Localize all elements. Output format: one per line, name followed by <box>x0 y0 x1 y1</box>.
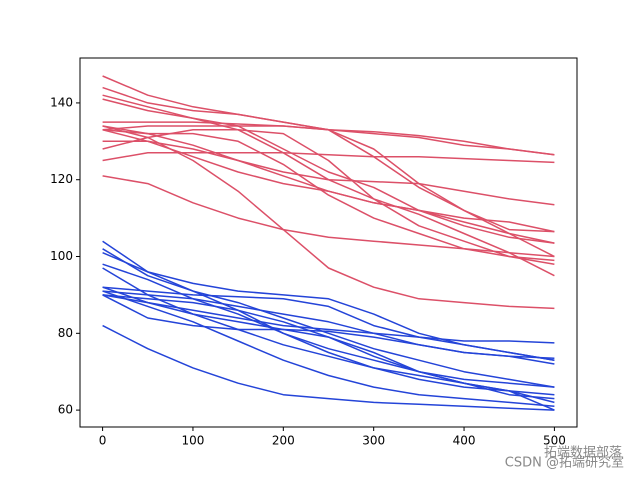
series-line <box>102 267 555 404</box>
series-line <box>102 290 555 408</box>
series-line <box>102 294 555 400</box>
series-line <box>102 125 555 233</box>
y-tick-label: 60 <box>58 403 73 417</box>
x-tick-label: 300 <box>362 434 385 448</box>
y-tick-label: 100 <box>50 249 73 263</box>
series-line <box>102 125 555 310</box>
x-tick-label: 200 <box>272 434 295 448</box>
series-line <box>102 175 555 258</box>
series-line <box>102 248 555 388</box>
series-line <box>102 121 555 156</box>
series-line <box>102 252 555 396</box>
watermark: 拓端数据部落 <box>544 446 622 461</box>
y-tick-label: 80 <box>58 326 73 340</box>
series-line <box>102 324 555 411</box>
x-tick-label: 400 <box>453 434 476 448</box>
series-line <box>102 263 555 388</box>
plot-frame <box>79 57 578 428</box>
series-line <box>102 129 555 262</box>
series-line <box>102 129 555 265</box>
series-line <box>102 286 555 361</box>
series-line <box>102 98 555 244</box>
y-tick-label: 140 <box>50 95 73 109</box>
series-line <box>102 75 555 258</box>
series-line <box>102 140 555 233</box>
x-tick-label: 500 <box>543 434 566 448</box>
series-line <box>102 294 555 344</box>
y-tick-label: 120 <box>50 172 73 186</box>
x-tick-label: 0 <box>99 434 107 448</box>
series-line <box>102 294 555 360</box>
x-tick-label: 100 <box>182 434 205 448</box>
series-line <box>102 125 555 206</box>
watermark: CSDN @拓端研究室 <box>505 455 624 471</box>
